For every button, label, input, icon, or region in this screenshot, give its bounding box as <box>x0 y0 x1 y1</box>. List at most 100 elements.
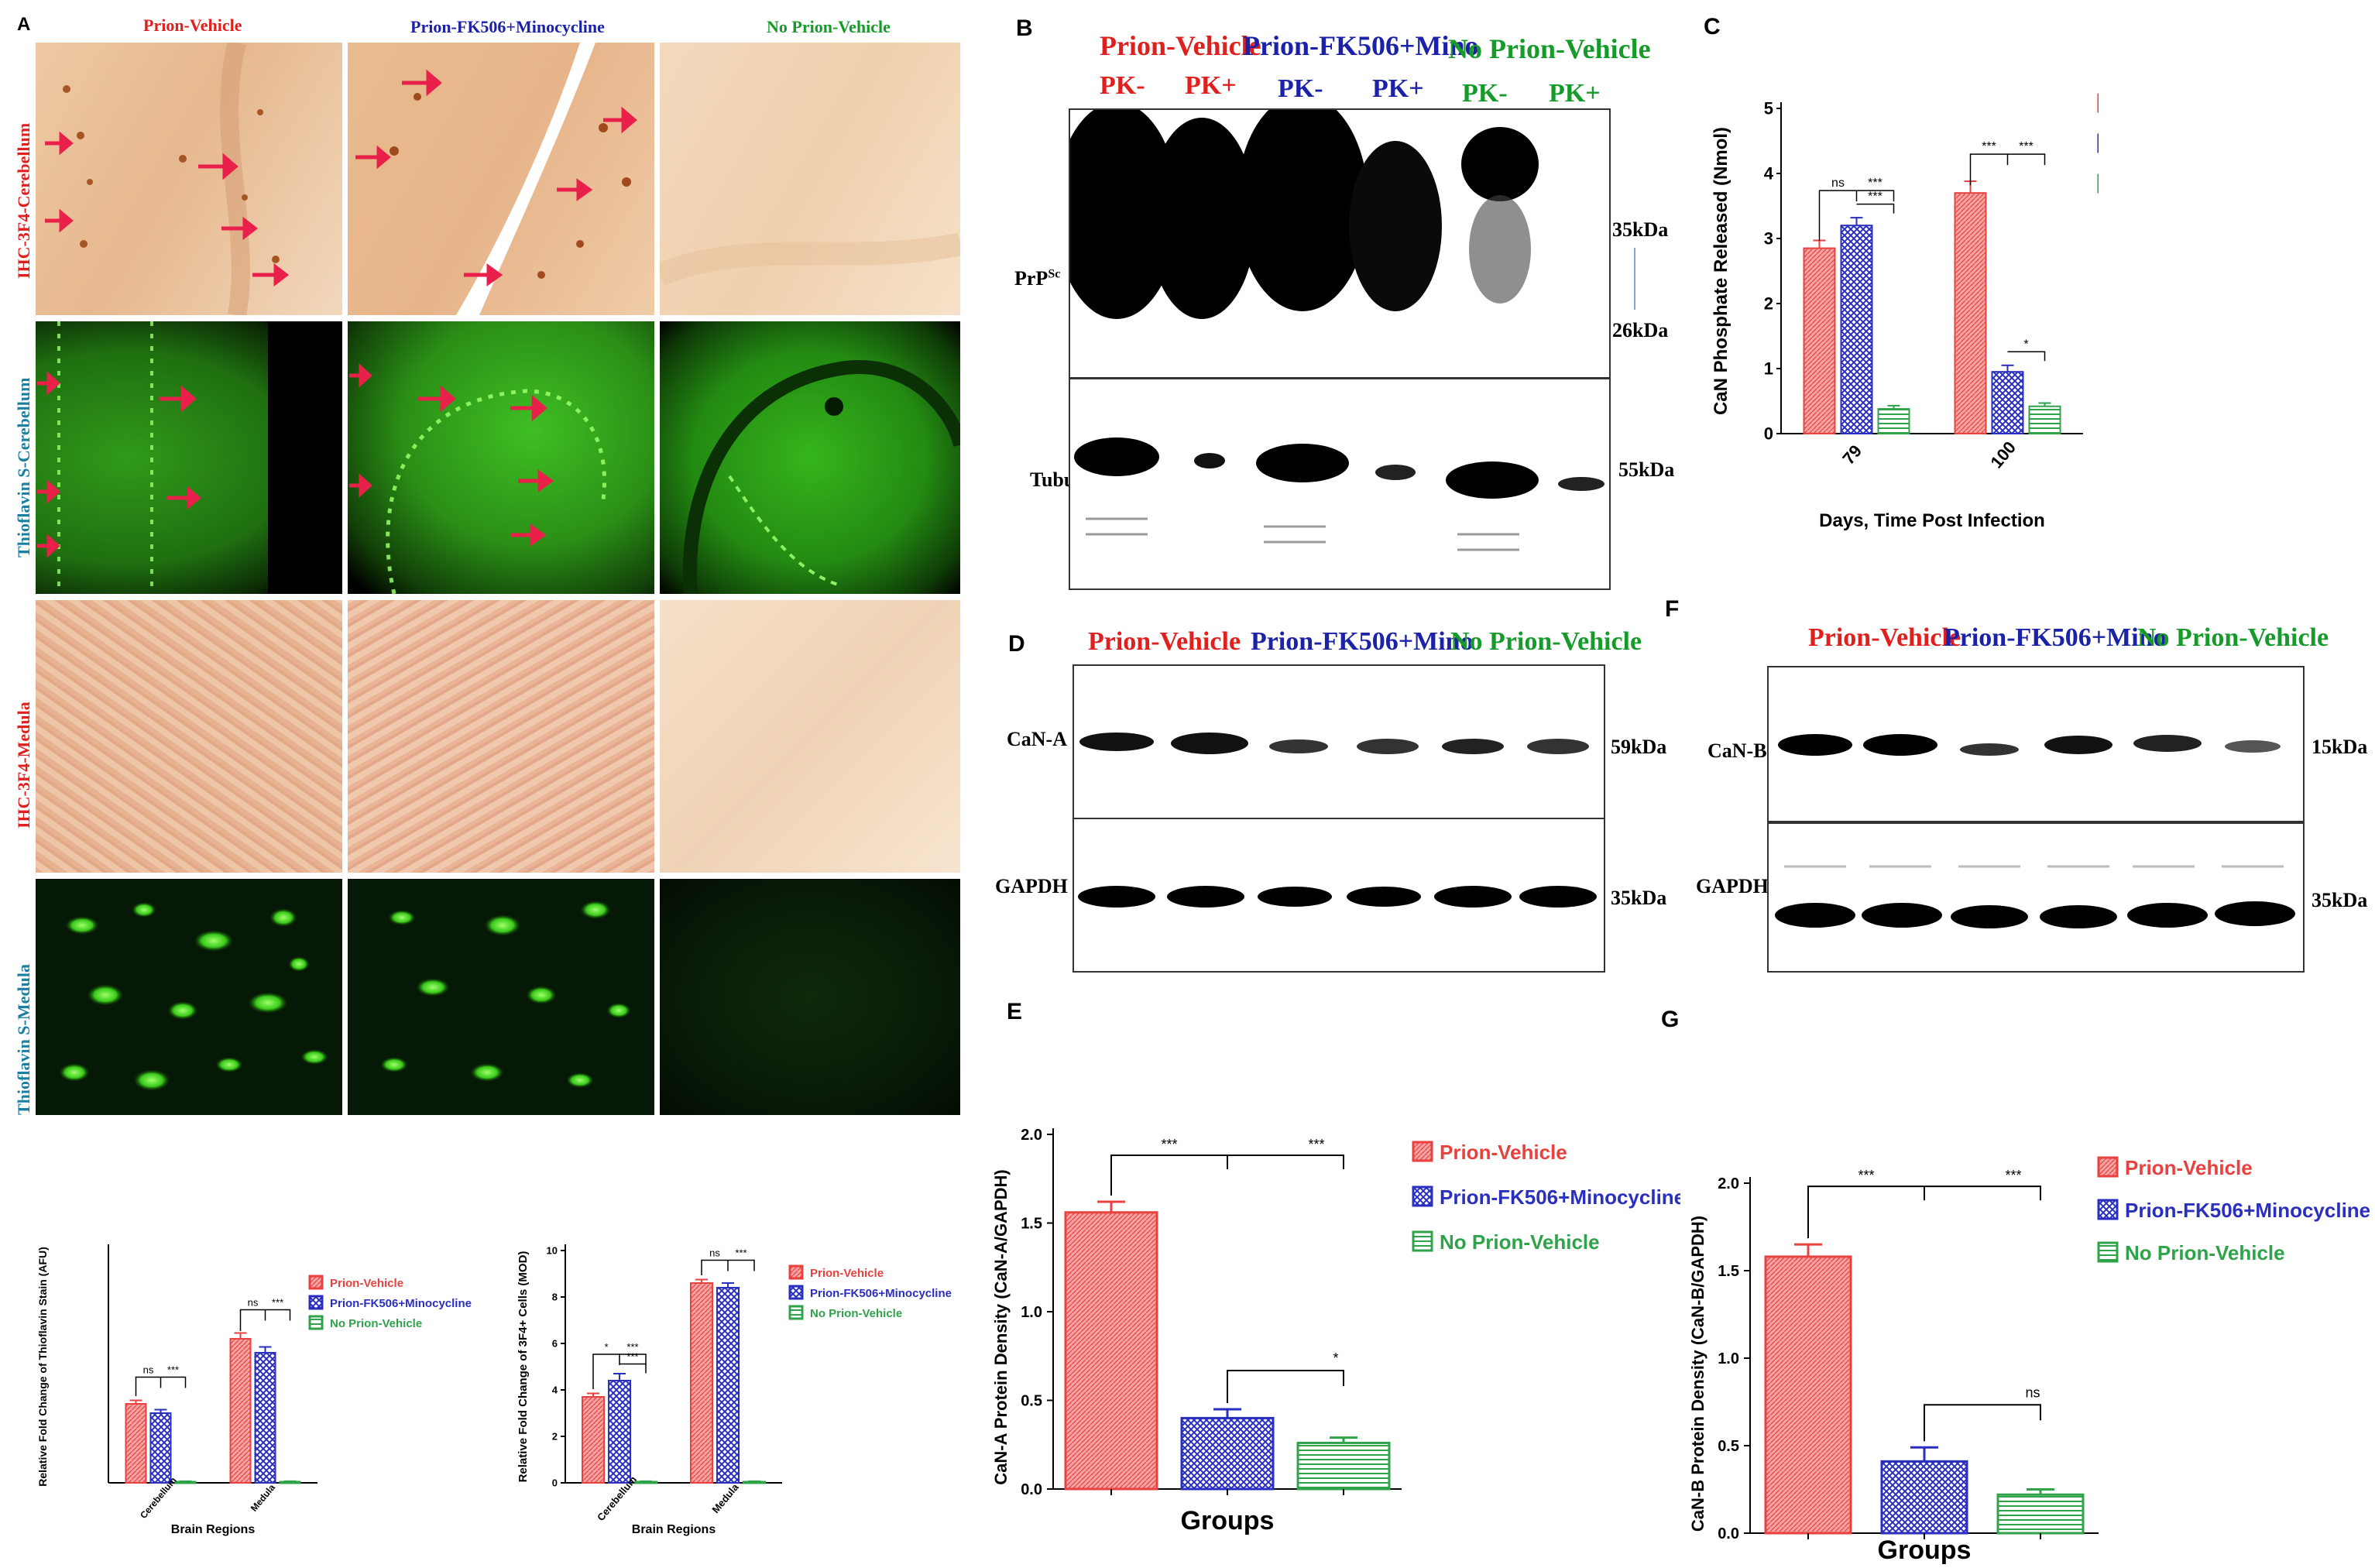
bar <box>582 1396 605 1484</box>
significance-bracket <box>701 1259 755 1275</box>
blot-label-can-b: CaN-B <box>1707 739 1767 762</box>
chartE-legend-swatch-0 <box>1412 1141 1433 1162</box>
marker-26kda: 26kDa <box>1612 319 1669 341</box>
micrograph-ihc-medula-prion-vehicle <box>36 600 342 873</box>
bar <box>1880 1460 1968 1535</box>
chartA1-legend-label-1: Prion-FK506+Minocycline <box>330 1297 472 1310</box>
panel-d-group-3: No Prion-Vehicle <box>1450 627 1642 656</box>
chartA1-legend-swatch-2 <box>308 1315 324 1330</box>
micrograph-thioflavin-cerebellum-no-prion <box>660 321 960 594</box>
chartA2-legend-swatch-2 <box>788 1305 804 1320</box>
y-tick-label: 10 <box>547 1244 558 1256</box>
chart-thioflavin-stain: Cerebellum ns *** Medula ns *** Brain Regions R… <box>15 1127 503 1545</box>
significance-bracket <box>1807 1185 2041 1239</box>
panel-c-label: C <box>1704 14 1721 39</box>
y-tick-label: 4 <box>1764 163 1774 183</box>
micrograph-ihc-cerebellum-prion-vehicle <box>36 43 342 315</box>
significance-label: *** <box>1161 1137 1177 1152</box>
significance-label: *** <box>626 1351 638 1363</box>
chart-3f4-cells: 0 2 4 6 8 10 Cerebellum * *** *** Medula ns *** Brain… <box>496 1127 983 1545</box>
western-blot-prpsc <box>1069 108 1611 379</box>
significance-label: *** <box>1868 190 1882 204</box>
significance-bracket <box>2007 351 2046 362</box>
lane-label-3: PK- <box>1278 74 1323 103</box>
blot-label-prpsc: PrPSc <box>1014 267 1061 290</box>
chartE-legend-label-2: No Prion-Vehicle <box>1440 1230 1600 1254</box>
significance-label: *** <box>1308 1137 1324 1152</box>
chartA2-legend-swatch-1 <box>788 1285 804 1300</box>
blot-label-gapdh-d: GAPDH <box>995 875 1068 897</box>
y-tick-label: 2 <box>552 1430 558 1442</box>
significance-label: ns <box>2025 1384 2040 1400</box>
x-axis-title: Groups <box>1878 1535 1972 1564</box>
y-tick-label: 5 <box>1764 98 1773 118</box>
marker-55kda: 55kDa <box>1618 458 1675 481</box>
row-label-ihc-medula: IHC-3F4-Medula <box>14 702 33 829</box>
blot-label-can-a: CaN-A <box>1007 728 1067 750</box>
western-blot-gapdh-d <box>1073 818 1605 973</box>
significance-bracket <box>592 1354 647 1389</box>
panel-a-group-3: No Prion-Vehicle <box>767 17 891 36</box>
significance-bracket <box>1818 190 1895 241</box>
y-tick-label: 3 <box>1764 228 1773 248</box>
y-tick-label: 0.0 <box>1021 1481 1042 1498</box>
bar <box>1877 408 1910 434</box>
y-tick-label: 1 <box>1764 359 1773 378</box>
panel-b-group-2: Prion-FK506+Mino <box>1243 30 1479 61</box>
bar <box>149 1412 172 1484</box>
y-axis-title: CaN-B Protein Density (CaN-B/GAPDH) <box>1688 1216 1707 1532</box>
y-tick-label: 2 <box>1764 293 1773 313</box>
significance-label: *** <box>626 1341 638 1353</box>
marker-59kda: 59kDa <box>1611 736 1667 758</box>
bar <box>1064 1211 1158 1491</box>
micrograph-thioflavin-medula-prion-vehicle <box>36 879 342 1115</box>
x-axis-title: Brain Regions <box>632 1523 716 1536</box>
chartA2-legend-label-2: No Prion-Vehicle <box>810 1307 902 1320</box>
bar <box>1764 1255 1852 1535</box>
panel-b-group-1: Prion-Vehicle <box>1100 30 1261 61</box>
chartG-legend-swatch-0 <box>2097 1156 2119 1178</box>
row-label-thioflavin-medula: Thioflavin S-Medula <box>14 964 33 1115</box>
significance-label: *** <box>2019 140 2034 153</box>
panel-d-label: D <box>1008 631 1025 657</box>
marker-35kda-d: 35kDa <box>1611 887 1667 909</box>
chartG-legend-label-2: No Prion-Vehicle <box>2125 1241 2285 1264</box>
lane-label-5: PK- <box>1462 79 1508 108</box>
panel-a-group-1: Prion-Vehicle <box>143 15 242 35</box>
bar <box>1991 371 2024 435</box>
y-tick-label: 2.0 <box>1021 1127 1042 1144</box>
micrograph-ihc-cerebellum-no-prion <box>660 43 960 315</box>
chartA2-legend-swatch-0 <box>788 1264 804 1280</box>
marker-15kda: 15kDa <box>2312 736 2368 758</box>
panel-a-group-2: Prion-FK506+Minocycline <box>410 17 605 36</box>
significance-label: *** <box>1858 1168 1874 1183</box>
significance-label: *** <box>2005 1168 2021 1183</box>
significance-label: *** <box>167 1364 179 1376</box>
significance-bracket <box>619 1363 647 1374</box>
panel-f-group-1: Prion-Vehicle <box>1808 623 1961 652</box>
chartE-legend-swatch-2 <box>1412 1230 1433 1252</box>
panel-g-label: G <box>1661 1007 1680 1032</box>
western-blot-can-b <box>1767 666 2305 822</box>
marker-35kda-f: 35kDa <box>2312 889 2368 911</box>
marker-35kda: 35kDa <box>1612 218 1669 241</box>
bar <box>125 1403 147 1484</box>
y-tick-label: 1.5 <box>1718 1263 1739 1280</box>
bar <box>1180 1416 1275 1491</box>
x-tick-label: 100 <box>1986 437 2020 472</box>
panel-b-group-3: No Prion-Vehicle <box>1448 33 1651 64</box>
significance-bracket <box>1924 1404 2041 1442</box>
panel-d-group-2: Prion-FK506+Mino <box>1251 627 1474 656</box>
chart-can-phosphate: 0 1 2 3 4 5 79 ns *** *** 100 *** *** * Days, Time Pos… <box>1696 31 2350 542</box>
bar <box>608 1380 631 1484</box>
x-tick-label: Medula <box>249 1482 278 1514</box>
row-label-thioflavin-cerebellum: Thioflavin S-Cerebellum <box>14 377 33 558</box>
x-axis-title: Days, Time Post Infection <box>1819 510 2045 531</box>
panel-f-group-3: No Prion-Vehicle <box>2137 623 2329 652</box>
y-tick-label: 0 <box>1764 424 1773 443</box>
significance-bracket <box>1856 203 1895 214</box>
y-tick-label: 0.5 <box>1021 1393 1042 1410</box>
panel-b-label: B <box>1016 15 1033 41</box>
significance-bracket <box>1110 1155 1344 1196</box>
row-label-ihc-cerebellum: IHC-3F4-Cerebellum <box>14 122 33 279</box>
